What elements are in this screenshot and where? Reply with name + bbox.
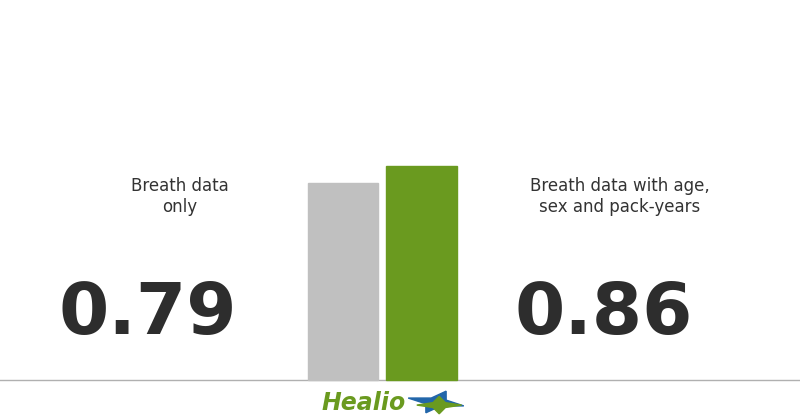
Text: Breath data with age,
sex and pack-years: Breath data with age, sex and pack-years — [530, 177, 710, 215]
Bar — [308, 183, 378, 380]
Text: 0.86: 0.86 — [515, 280, 693, 349]
Bar — [386, 166, 457, 380]
Text: (discriminatory ability) in the validation cohort:: (discriminatory ability) in the validati… — [141, 72, 659, 92]
Text: Area under the receiving-operating characteristic curve: Area under the receiving-operating chara… — [98, 31, 702, 50]
Text: Healio: Healio — [322, 391, 406, 415]
Polygon shape — [417, 396, 462, 414]
Polygon shape — [408, 391, 464, 413]
Text: Breath data
only: Breath data only — [131, 177, 229, 215]
Text: 0.79: 0.79 — [58, 280, 238, 349]
